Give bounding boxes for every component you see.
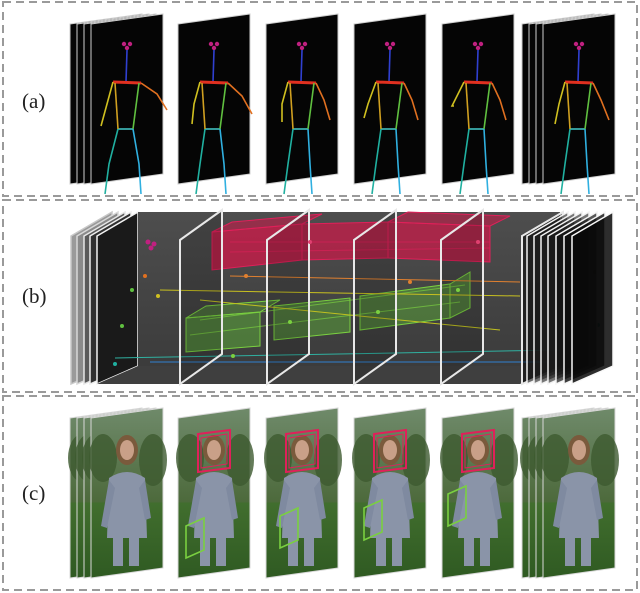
skeleton-figure: [100, 41, 168, 195]
hand-box: [279, 506, 299, 550]
skeleton-frame: [441, 13, 515, 195]
panel-c-label: (c): [22, 481, 45, 505]
video-frame: [176, 407, 254, 579]
panel-b-tube-volume: [70, 208, 614, 386]
skeleton-frame: [177, 13, 253, 195]
panel-b-label: (b): [22, 284, 47, 308]
hand-box: [185, 516, 205, 560]
skeleton-frame: [521, 13, 616, 195]
skeleton-frame: [353, 13, 427, 195]
panel-a-label: (a): [22, 89, 45, 113]
face-box: [461, 428, 495, 474]
skeleton-figure: [450, 41, 507, 195]
hand-box: [447, 484, 467, 528]
skeleton-figure: [191, 41, 253, 195]
skeleton-figure: [363, 41, 419, 195]
video-frame: [264, 407, 342, 579]
video-frame: [352, 407, 430, 579]
video-frame: [68, 407, 167, 579]
skeleton-figure: [281, 41, 331, 195]
panel-c-video-frames: [68, 407, 619, 579]
girl-photo: [553, 435, 603, 566]
face-box: [197, 428, 231, 474]
panel-a-border: [2, 1, 638, 197]
skeleton-figure: [554, 41, 610, 195]
face-box: [285, 428, 319, 474]
video-frame: [520, 407, 619, 579]
hand-box: [363, 498, 383, 542]
skeleton-frame: [265, 13, 339, 195]
skeleton-frame: [69, 13, 168, 195]
panel-c-border: [2, 395, 638, 591]
girl-photo: [101, 435, 151, 566]
panel-a-skeleton-frames: [69, 13, 616, 195]
girl-photo: [364, 435, 414, 566]
right-frame-stack: [526, 210, 614, 386]
video-frame: [440, 407, 518, 579]
face-box: [373, 428, 407, 474]
panel-b-border: [2, 199, 638, 393]
girl-photo: [452, 435, 502, 566]
left-frame-stack: [70, 210, 139, 386]
